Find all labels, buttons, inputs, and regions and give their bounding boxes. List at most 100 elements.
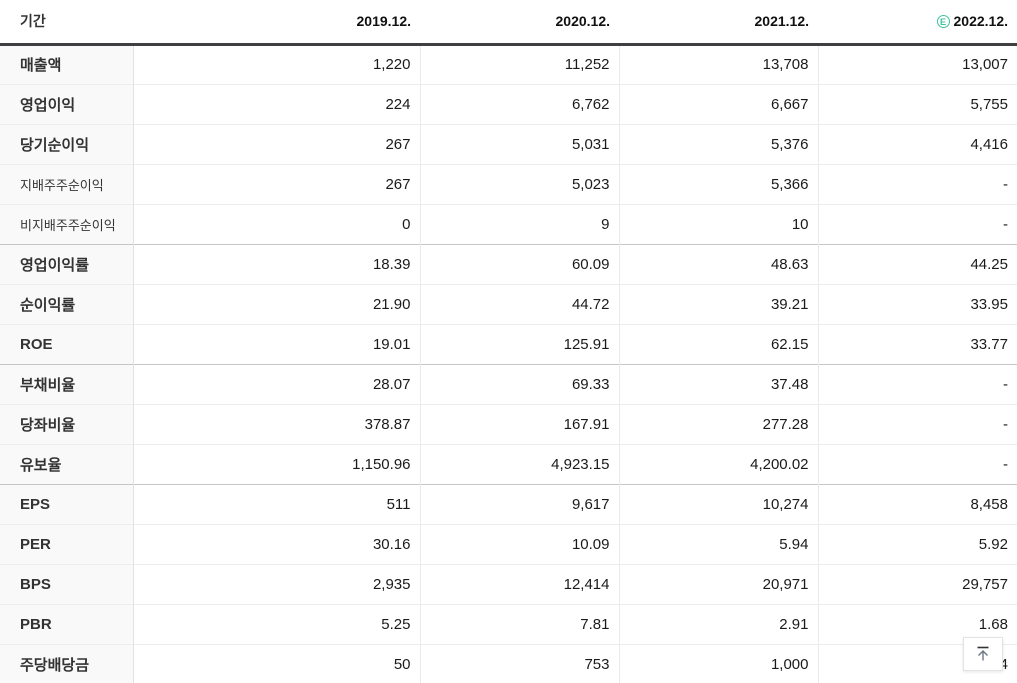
cell-2020: 9,617 — [419, 484, 619, 524]
arrow-up-to-top-icon — [977, 646, 989, 661]
table-row: 매출액 1,220 11,252 13,708 13,007 — [0, 44, 1017, 84]
cell-2022: - — [817, 164, 1017, 204]
cell-2019: 50 — [393, 655, 411, 673]
cell-2022: - — [817, 444, 1017, 484]
cell-2020: 125.91 — [419, 324, 619, 364]
estimate-icon: E — [936, 15, 950, 29]
table-row: ROE 19.01 125.91 62.15 33.77 — [0, 324, 1017, 364]
cell-2021: 13,708 — [618, 44, 818, 84]
cell-2019: 19.01 — [372, 335, 411, 353]
cell-2020: 4,923.15 — [419, 444, 619, 484]
cell-2020: 167.91 — [419, 404, 619, 444]
row-label: 비지배주주순이익 — [0, 204, 134, 244]
table-row: 영업이익률 18.39 60.09 48.63 44.25 — [0, 244, 1017, 284]
row-label: PER — [0, 524, 134, 564]
table-row: 당기순이익 267 5,031 5,376 4,416 — [0, 124, 1017, 164]
row-label: PBR — [0, 604, 134, 644]
table-row: 당좌비율 378.87 167.91 277.28 - — [0, 404, 1017, 444]
cell-2021: 62.15 — [618, 324, 818, 364]
cell-2019: 2,935 — [372, 575, 411, 593]
cell-2021: 6,667 — [618, 84, 818, 124]
cell-2021: 5.94 — [618, 524, 818, 564]
column-header-2022-estimate: E 2022.12. — [818, 0, 1017, 46]
cell-2022: 8,458 — [817, 484, 1017, 524]
cell-2022: 4,416 — [817, 124, 1017, 164]
row-label: ROE — [0, 324, 134, 364]
cell-2021: 37.48 — [618, 364, 818, 404]
row-label: EPS — [0, 484, 134, 524]
row-label: BPS — [0, 564, 134, 604]
cell-2020: 753 — [419, 644, 619, 683]
period-header: 기간 — [0, 0, 133, 46]
cell-2019: 5.25 — [381, 615, 411, 633]
cell-2019: 267 — [385, 135, 411, 153]
table-row: 영업이익 224 6,762 6,667 5,755 — [0, 84, 1017, 124]
table-row: 유보율 1,150.96 4,923.15 4,200.02 - — [0, 444, 1017, 484]
column-header-2020: 2020.12. — [420, 0, 619, 46]
cell-2020: 9 — [419, 204, 619, 244]
table-row: PER 30.16 10.09 5.94 5.92 — [0, 524, 1017, 564]
cell-2021: 10 — [618, 204, 818, 244]
cell-2020: 6,762 — [419, 84, 619, 124]
cell-2019: 1,220 — [372, 56, 411, 73]
cell-2021: 2.91 — [618, 604, 818, 644]
table-body: 매출액 1,220 11,252 13,708 13,007 영업이익 224 … — [0, 44, 1017, 683]
cell-2020: 5,023 — [419, 164, 619, 204]
row-label: 영업이익률 — [0, 244, 134, 284]
table-row: 부채비율 28.07 69.33 37.48 - — [0, 364, 1017, 404]
cell-2022: - — [817, 404, 1017, 444]
cell-2019: 18.39 — [372, 255, 411, 273]
cell-2021: 5,366 — [618, 164, 818, 204]
cell-2020: 5,031 — [419, 124, 619, 164]
cell-2019: 224 — [385, 95, 411, 113]
cell-2019: 378.87 — [364, 415, 411, 433]
column-header-2021: 2021.12. — [619, 0, 818, 46]
row-label: 지배주주순이익 — [0, 164, 134, 204]
table-row: 주당배당금 50 753 1,000 4 — [0, 644, 1017, 683]
cell-2021: 48.63 — [618, 244, 818, 284]
table-row: EPS 511 9,617 10,274 8,458 — [0, 484, 1017, 524]
scroll-to-top-button[interactable] — [963, 637, 1003, 671]
table-row: BPS 2,935 12,414 20,971 29,757 — [0, 564, 1017, 604]
row-label: 영업이익 — [0, 84, 134, 124]
cell-2022: 5.92 — [817, 524, 1017, 564]
cell-2021: 277.28 — [618, 404, 818, 444]
table-header: 기간 2019.12. 2020.12. 2021.12. E 2022.12. — [0, 0, 1017, 46]
cell-2022: - — [817, 364, 1017, 404]
cell-2021: 5,376 — [618, 124, 818, 164]
cell-2019: 1,150.96 — [352, 455, 411, 473]
cell-2020: 11,252 — [419, 44, 619, 84]
cell-2019: 21.90 — [372, 295, 411, 313]
row-label: 당기순이익 — [0, 124, 134, 164]
cell-2021: 20,971 — [618, 564, 818, 604]
cell-2022: 33.77 — [817, 324, 1017, 364]
cell-2019: 28.07 — [372, 375, 411, 393]
cell-2022: 13,007 — [817, 44, 1017, 84]
cell-2020: 10.09 — [419, 524, 619, 564]
cell-2022: 29,757 — [817, 564, 1017, 604]
cell-2020: 44.72 — [419, 284, 619, 324]
cell-2020: 12,414 — [419, 564, 619, 604]
cell-2021: 1,000 — [618, 644, 818, 683]
cell-2020: 69.33 — [419, 364, 619, 404]
cell-2022: 33.95 — [817, 284, 1017, 324]
row-label: 유보율 — [0, 444, 134, 484]
cell-2022: 44.25 — [817, 244, 1017, 284]
column-header-2019: 2019.12. — [133, 0, 420, 46]
row-label: 주당배당금 — [0, 644, 134, 683]
cell-2021: 4,200.02 — [618, 444, 818, 484]
table-row: PBR 5.25 7.81 2.91 1.68 — [0, 604, 1017, 644]
cell-2019: 0 — [402, 215, 411, 233]
cell-2021: 10,274 — [618, 484, 818, 524]
header-row: 기간 2019.12. 2020.12. 2021.12. E 2022.12. — [0, 0, 1017, 46]
row-label: 부채비율 — [0, 364, 134, 404]
table-row: 순이익률 21.90 44.72 39.21 33.95 — [0, 284, 1017, 324]
cell-2019: 267 — [385, 175, 411, 193]
row-label: 당좌비율 — [0, 404, 134, 444]
table-row: 비지배주주순이익 0 9 10 - — [0, 204, 1017, 244]
cell-2021: 39.21 — [618, 284, 818, 324]
row-label: 매출액 — [0, 44, 134, 84]
cell-2020: 60.09 — [419, 244, 619, 284]
cell-2022: - — [817, 204, 1017, 244]
